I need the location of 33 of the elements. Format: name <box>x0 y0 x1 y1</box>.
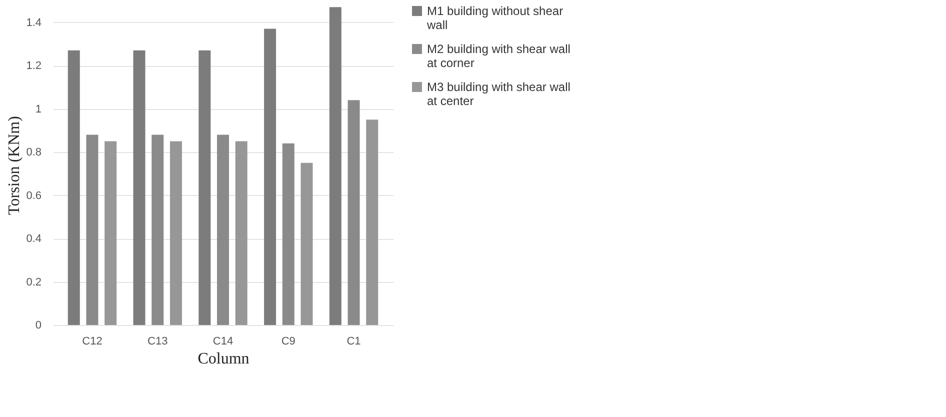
bar <box>264 28 276 325</box>
x-tick-label: C1 <box>346 336 361 348</box>
legend-label: M2 building with shear wall at corner <box>427 42 570 70</box>
y-tick-label: 0.2 <box>26 276 42 288</box>
y-tick-label: 1.4 <box>26 16 42 29</box>
bar <box>133 50 146 325</box>
bar <box>170 141 182 325</box>
x-tick-label: C14 <box>212 336 234 348</box>
bar <box>366 120 378 325</box>
bar <box>282 143 294 325</box>
legend-label: M1 building without shear wall <box>426 4 564 32</box>
y-tick-label: 0.6 <box>26 190 42 202</box>
bar <box>300 162 313 325</box>
bar <box>348 100 360 325</box>
bar <box>152 134 164 325</box>
bar <box>329 7 342 325</box>
x-tick-label: C12 <box>82 336 102 348</box>
y-tick-label: 0 <box>35 320 42 332</box>
x-tick-label: C13 <box>148 336 168 348</box>
bar <box>68 50 80 325</box>
bar <box>86 134 98 325</box>
x-axis-title: Column <box>198 350 250 368</box>
y-tick-label: 1 <box>35 103 42 116</box>
x-tick-label: C9 <box>281 336 296 348</box>
y-tick-label: 0.8 <box>26 146 42 159</box>
y-tick-label: 0.4 <box>26 233 42 246</box>
legend-label: M3 building with shear wall at center <box>427 80 570 108</box>
y-axis-title: Torsion (KNm) <box>6 116 24 215</box>
bar <box>235 141 248 325</box>
bar <box>198 50 211 325</box>
y-tick-label: 1.2 <box>26 60 42 72</box>
bar <box>217 134 229 325</box>
bar <box>104 141 117 325</box>
